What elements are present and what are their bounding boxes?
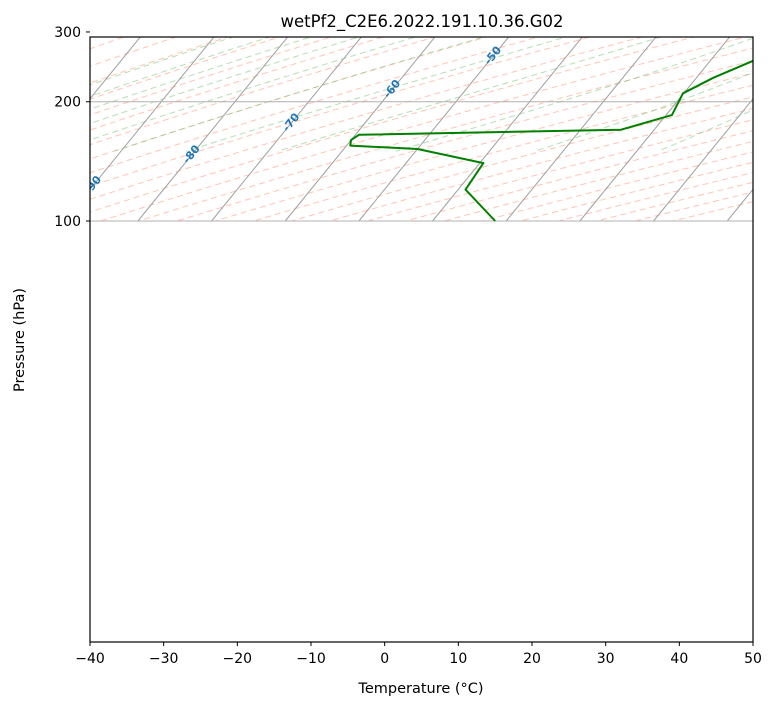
- chart-title: wetPf2_C2E6.2022.191.10.36.G02: [280, 12, 563, 32]
- isotherm: [211, 37, 362, 222]
- dry-adiabat: [90, 37, 696, 213]
- x-tick-label: 10: [449, 651, 467, 667]
- isotherm: [90, 37, 215, 191]
- isotherm: [90, 37, 141, 100]
- dry-adiabat: [520, 161, 753, 222]
- dry-adiabat: [558, 171, 753, 222]
- dry-adiabat: [90, 37, 385, 131]
- reference-lines: [0, 0, 753, 222]
- dry-adiabat: [367, 119, 753, 222]
- y-tick-label: 300: [54, 25, 81, 41]
- y-tick-label: 100: [54, 214, 81, 230]
- reference-line-labels: -100-90-80-70-60-50-40-30-20-10010203040…: [0, 0, 706, 222]
- isotherm: [432, 37, 583, 222]
- dewpoint-trace: [349, 59, 753, 222]
- isotherm: [579, 37, 731, 222]
- x-tick-label: −40: [75, 651, 105, 667]
- isotherm-label: -40: [583, 9, 606, 33]
- x-tick-label: 20: [523, 651, 541, 667]
- dry-adiabat: [596, 181, 753, 222]
- x-tick-label: 40: [670, 651, 688, 667]
- dry-adiabat: [90, 37, 437, 146]
- x-tick-label: 30: [597, 651, 615, 667]
- dry-adiabat: [634, 191, 753, 222]
- isotherm: [0, 0, 246, 221]
- y-tick-label: 200: [54, 95, 81, 111]
- isotherm: [137, 37, 289, 222]
- isotherm: [505, 37, 657, 222]
- x-tick-label: −20: [223, 651, 253, 667]
- axes: −40−30−20−100102030405010020030040050060…: [54, 25, 762, 667]
- x-tick-label: 50: [744, 651, 762, 667]
- dry-adiabat: [215, 72, 753, 222]
- sounding-traces: [349, 59, 753, 222]
- isotherm-label: -100: [0, 192, 15, 222]
- dry-adiabat: [90, 37, 178, 67]
- x-tick-label: −10: [296, 651, 326, 667]
- isotherm-label: -30: [683, 0, 706, 1]
- dry-adiabat: [90, 37, 644, 200]
- dry-adiabat: [90, 37, 333, 116]
- isotherm: [284, 37, 436, 222]
- dry-adiabat: [90, 37, 282, 100]
- dry-adiabat: [90, 37, 541, 174]
- y-axis-label: Pressure (hPa): [12, 288, 28, 392]
- isotherm: [726, 188, 753, 222]
- isotherm: [0, 0, 172, 221]
- dry-adiabat: [90, 37, 230, 84]
- dry-adiabat: [329, 107, 753, 222]
- x-tick-label: 0: [380, 651, 389, 667]
- isotherm: [358, 37, 510, 222]
- isotherm: [0, 0, 99, 221]
- x-tick-label: −30: [149, 651, 179, 667]
- isotherm: [653, 98, 753, 222]
- dry-adiabat: [90, 37, 489, 160]
- isotherm: [0, 0, 25, 221]
- dry-adiabat: [138, 47, 753, 222]
- x-axis-label: Temperature (°C): [357, 681, 483, 697]
- dry-adiabat: [90, 37, 593, 187]
- dry-adiabat: [90, 37, 126, 50]
- dry-adiabat: [176, 60, 753, 222]
- dry-adiabat: [405, 130, 753, 222]
- plot-frame: [89, 36, 754, 643]
